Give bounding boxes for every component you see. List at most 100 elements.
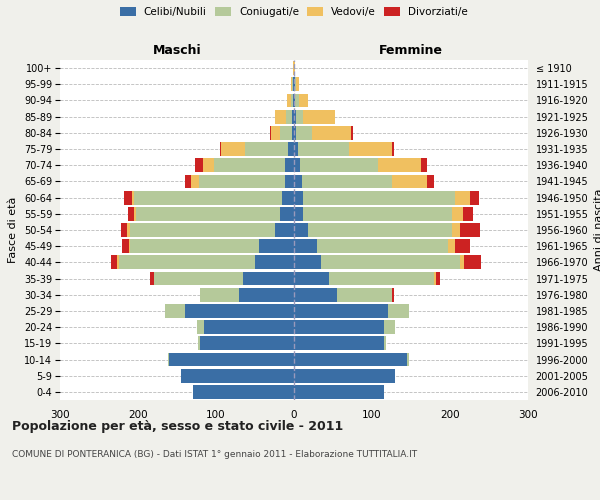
Bar [455,240,470,253]
Text: Popolazione per età, sesso e stato civile - 2011: Popolazione per età, sesso e stato civil… [12,420,343,433]
Bar [167,352,169,366]
Bar [181,369,294,382]
Bar [204,320,294,334]
Bar [166,304,185,318]
Bar [132,190,134,204]
Bar [275,110,286,124]
Bar [280,207,294,220]
Text: Femmine: Femmine [379,44,443,57]
Bar [200,336,294,350]
Bar [127,223,130,237]
Bar [452,207,463,220]
Bar [427,174,434,188]
Bar [121,223,127,237]
Bar [245,142,288,156]
Bar [294,304,388,318]
Bar [111,256,117,270]
Bar [293,94,294,108]
Bar [271,126,280,140]
Bar [302,174,392,188]
Bar [448,240,455,253]
Bar [150,272,154,285]
Bar [296,110,304,124]
Bar [329,272,434,285]
Bar [463,207,473,220]
Bar [292,126,294,140]
Bar [292,110,294,124]
Bar [293,61,294,75]
Bar [294,288,337,302]
Bar [294,61,295,75]
Bar [280,126,292,140]
Bar [294,352,407,366]
Bar [294,110,296,124]
Bar [198,336,200,350]
Bar [349,142,392,156]
Bar [337,288,392,302]
Bar [122,240,128,253]
Bar [436,272,440,285]
Bar [294,272,329,285]
Text: Maschi: Maschi [152,44,202,57]
Bar [304,110,335,124]
Bar [255,256,294,270]
Bar [294,223,308,237]
Bar [124,190,132,204]
Bar [199,174,284,188]
Bar [296,126,312,140]
Bar [294,158,300,172]
Bar [128,207,134,220]
Bar [287,94,291,108]
Bar [464,256,481,270]
Bar [294,336,384,350]
Bar [169,352,294,366]
Bar [136,207,280,220]
Bar [384,320,395,334]
Bar [294,78,295,91]
Bar [294,174,302,188]
Bar [351,126,353,140]
Bar [460,223,479,237]
Bar [312,126,351,140]
Bar [295,78,296,91]
Bar [130,223,275,237]
Bar [378,158,421,172]
Bar [455,190,470,204]
Bar [298,142,349,156]
Bar [296,78,299,91]
Bar [308,223,452,237]
Bar [134,207,136,220]
Bar [291,78,292,91]
Legend: Celibi/Nubili, Coniugati/e, Vedovi/e, Divorziati/e: Celibi/Nubili, Coniugati/e, Vedovi/e, Di… [117,4,471,20]
Bar [292,78,293,91]
Bar [392,142,394,156]
Bar [221,142,245,156]
Bar [294,256,322,270]
Bar [317,240,448,253]
Bar [295,94,299,108]
Bar [283,190,294,204]
Bar [185,174,191,188]
Bar [299,94,308,108]
Bar [128,240,130,253]
Bar [185,304,294,318]
Bar [294,207,304,220]
Y-axis label: Fasce di età: Fasce di età [8,197,19,263]
Text: COMUNE DI PONTERANICA (BG) - Dati ISTAT 1° gennaio 2011 - Elaborazione TUTTITALI: COMUNE DI PONTERANICA (BG) - Dati ISTAT … [12,450,417,459]
Bar [294,142,298,156]
Bar [191,174,199,188]
Bar [195,158,203,172]
Bar [407,352,409,366]
Bar [291,94,293,108]
Bar [259,240,294,253]
Bar [197,320,204,334]
Bar [220,142,221,156]
Bar [286,110,292,124]
Bar [294,190,304,204]
Bar [304,190,455,204]
Bar [294,369,395,382]
Bar [193,385,294,399]
Bar [388,304,409,318]
Bar [239,288,294,302]
Bar [119,256,255,270]
